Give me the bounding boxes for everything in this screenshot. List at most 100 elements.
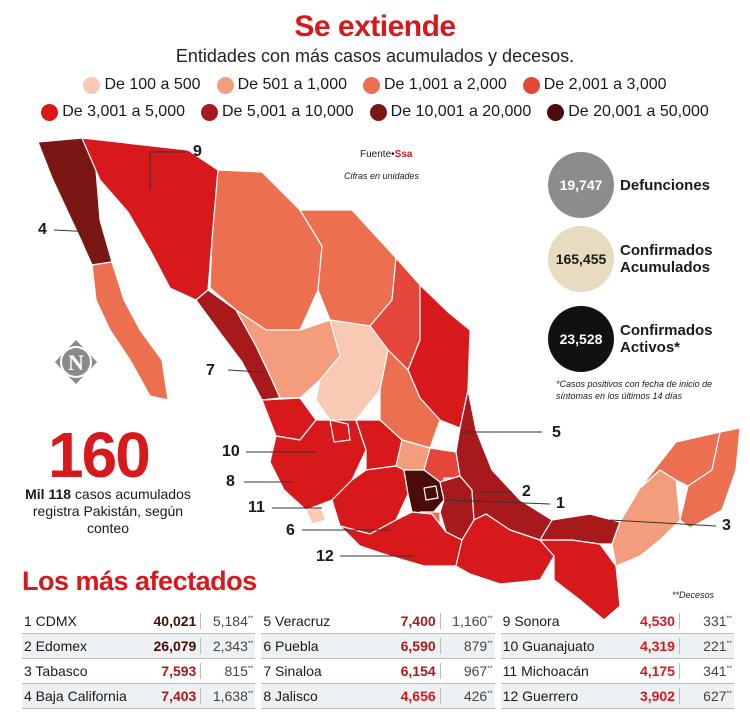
- deaths-value: 627**: [678, 688, 734, 704]
- cases-value: 40,021: [153, 613, 197, 629]
- region-colima: [305, 505, 327, 525]
- map-label-12: 12: [316, 548, 334, 565]
- cases-value: 6,590: [400, 638, 436, 654]
- legend-swatch: [83, 76, 101, 94]
- legend-item: De 100 a 500: [83, 76, 201, 94]
- legend-label: De 3,001 a 5,000: [62, 103, 185, 120]
- table-column: 5 Veracruz 7,400 1,160** 6 Puebla 6,590 879**…: [261, 609, 495, 709]
- table-row: 3 Tabasco 7,593 815**: [22, 659, 256, 684]
- map-label-8: 8: [226, 473, 235, 490]
- table-row: 5 Veracruz 7,400 1,160**: [261, 609, 495, 634]
- table-row: 9 Sonora 4,530 331**: [500, 609, 734, 634]
- region-jalisco: [269, 419, 367, 511]
- leader-line: [609, 519, 717, 527]
- cases-value: 3,902: [639, 688, 675, 704]
- legend-row-2: De 3,001 a 5,000 De 5,001 a 10,000 De 10…: [0, 103, 750, 121]
- map-subtitle: Entidades con más casos acumulados y dec…: [175, 46, 575, 66]
- state-name: 4 Baja California: [24, 688, 127, 704]
- map-label-5: 5: [552, 424, 561, 441]
- highlight-number: 160: [48, 419, 151, 491]
- deaths-value: 5,184**: [200, 613, 255, 629]
- leader-line: [443, 499, 551, 505]
- legend-label: De 5,001 a 10,000: [221, 103, 354, 120]
- cases-value: 7,403: [161, 688, 197, 704]
- map-label-6: 6: [286, 522, 295, 539]
- cases-value: 4,656: [400, 688, 436, 704]
- region-tamaulipas: [407, 284, 471, 429]
- state-name: 5 Veracruz: [263, 613, 331, 629]
- most-affected-title: Los más afectados: [22, 566, 257, 596]
- legend-item: De 5,001 a 10,000: [200, 103, 354, 121]
- cases-value: 26,079: [153, 638, 197, 654]
- stat-label: Confirmados Activos*: [620, 322, 713, 356]
- region-chiapas: [539, 539, 621, 621]
- cases-value: 7,400: [400, 613, 436, 629]
- deaths-value: 2,343**: [200, 638, 255, 654]
- state-name: 7 Sinaloa: [263, 663, 322, 679]
- region-tabasco: [539, 513, 621, 545]
- legend-swatch: [41, 103, 59, 121]
- cases-value: 6,154: [400, 663, 436, 679]
- most-affected-table: 1 CDMX 40,021 5,184** 2 Edomex 26,079 2,343**…: [22, 609, 734, 709]
- north-compass-icon: N: [55, 340, 97, 384]
- legend-swatch: [369, 103, 387, 121]
- map-label-1: 1: [556, 495, 565, 512]
- region-aguascalientes: [329, 419, 351, 443]
- deaths-note: **Decesos: [672, 590, 715, 600]
- state-name: 2 Edomex: [24, 638, 88, 654]
- stat-defunciones: 19,747 Defunciones: [548, 152, 710, 218]
- leader-line: [227, 369, 263, 373]
- table-row: 8 Jalisco 4,656 426**: [261, 684, 495, 709]
- legend-item: De 20,001 a 50,000: [547, 103, 709, 121]
- cases-value: 4,175: [639, 663, 675, 679]
- stat-circle: 19,747: [548, 152, 614, 218]
- table-column: 9 Sonora 4,530 331** 10 Guanajuato 4,319 221*…: [500, 609, 734, 709]
- deaths-value: 815**: [200, 663, 255, 679]
- region-baja-california-sur: [91, 261, 169, 401]
- stat-label: Confirmados Acumulados: [620, 242, 713, 276]
- map-label-2: 2: [522, 483, 531, 500]
- legend-label: De 1,001 a 2,000: [383, 76, 507, 93]
- state-name: 3 Tabasco: [24, 663, 88, 679]
- deaths-value: 221**: [678, 638, 734, 654]
- source-note: Cifras en unidades: [344, 171, 420, 181]
- map-label-9: 9: [193, 143, 202, 160]
- stat-circle: 165,455: [548, 226, 614, 292]
- cases-value: 4,319: [639, 638, 675, 654]
- region-cdmx: [423, 485, 439, 501]
- legend-item: De 1,001 a 2,000: [362, 76, 507, 94]
- legend-label: De 2,001 a 3,000: [543, 76, 667, 93]
- legend-swatch: [362, 76, 380, 94]
- highlight-body: casos acumulados registra Pakistán, segú…: [32, 486, 191, 536]
- legend-label: De 501 a 1,000: [237, 76, 347, 93]
- state-name: 10 Guanajuato: [502, 638, 595, 654]
- legend-row-1: De 100 a 500 De 501 a 1,000 De 1,001 a 2…: [0, 76, 750, 94]
- legend-label: De 100 a 500: [104, 76, 201, 93]
- table-row: 11 Michoacán 4,175 341**: [500, 659, 734, 684]
- cases-value: 7,593: [161, 663, 197, 679]
- legend-item: De 10,001 a 20,000: [369, 103, 532, 121]
- svg-text:N: N: [68, 350, 84, 375]
- stat-label: Defunciones: [620, 176, 711, 194]
- map-label-7: 7: [206, 362, 215, 379]
- legend-label: De 10,001 a 20,000: [390, 103, 532, 120]
- deaths-value: 879**: [439, 638, 495, 654]
- map-label-11: 11: [248, 499, 265, 516]
- source-prefix: Fuente: [360, 149, 392, 160]
- state-name: 8 Jalisco: [263, 688, 318, 704]
- legend-swatch: [200, 103, 218, 121]
- legend-item: De 501 a 1,000: [216, 76, 347, 94]
- legend-label: De 20,001 a 50,000: [568, 103, 709, 120]
- highlight-text: Mil 118 casos acumulados registra Pakist…: [24, 486, 192, 537]
- map-label-10: 10: [222, 443, 240, 460]
- cases-value: 4,530: [639, 613, 675, 629]
- source-line: Fuente•Ssa: [360, 149, 413, 160]
- stat-confirmados-activos: 23,528 Confirmados Activos*: [548, 306, 720, 372]
- deaths-value: 331**: [678, 613, 734, 629]
- table-row: 6 Puebla 6,590 879**: [261, 634, 495, 659]
- source-name: Ssa: [394, 149, 413, 160]
- deaths-value: 1,638**: [200, 688, 255, 704]
- table-row: 1 CDMX 40,021 5,184**: [22, 609, 256, 634]
- map-label-4: 4: [38, 221, 47, 238]
